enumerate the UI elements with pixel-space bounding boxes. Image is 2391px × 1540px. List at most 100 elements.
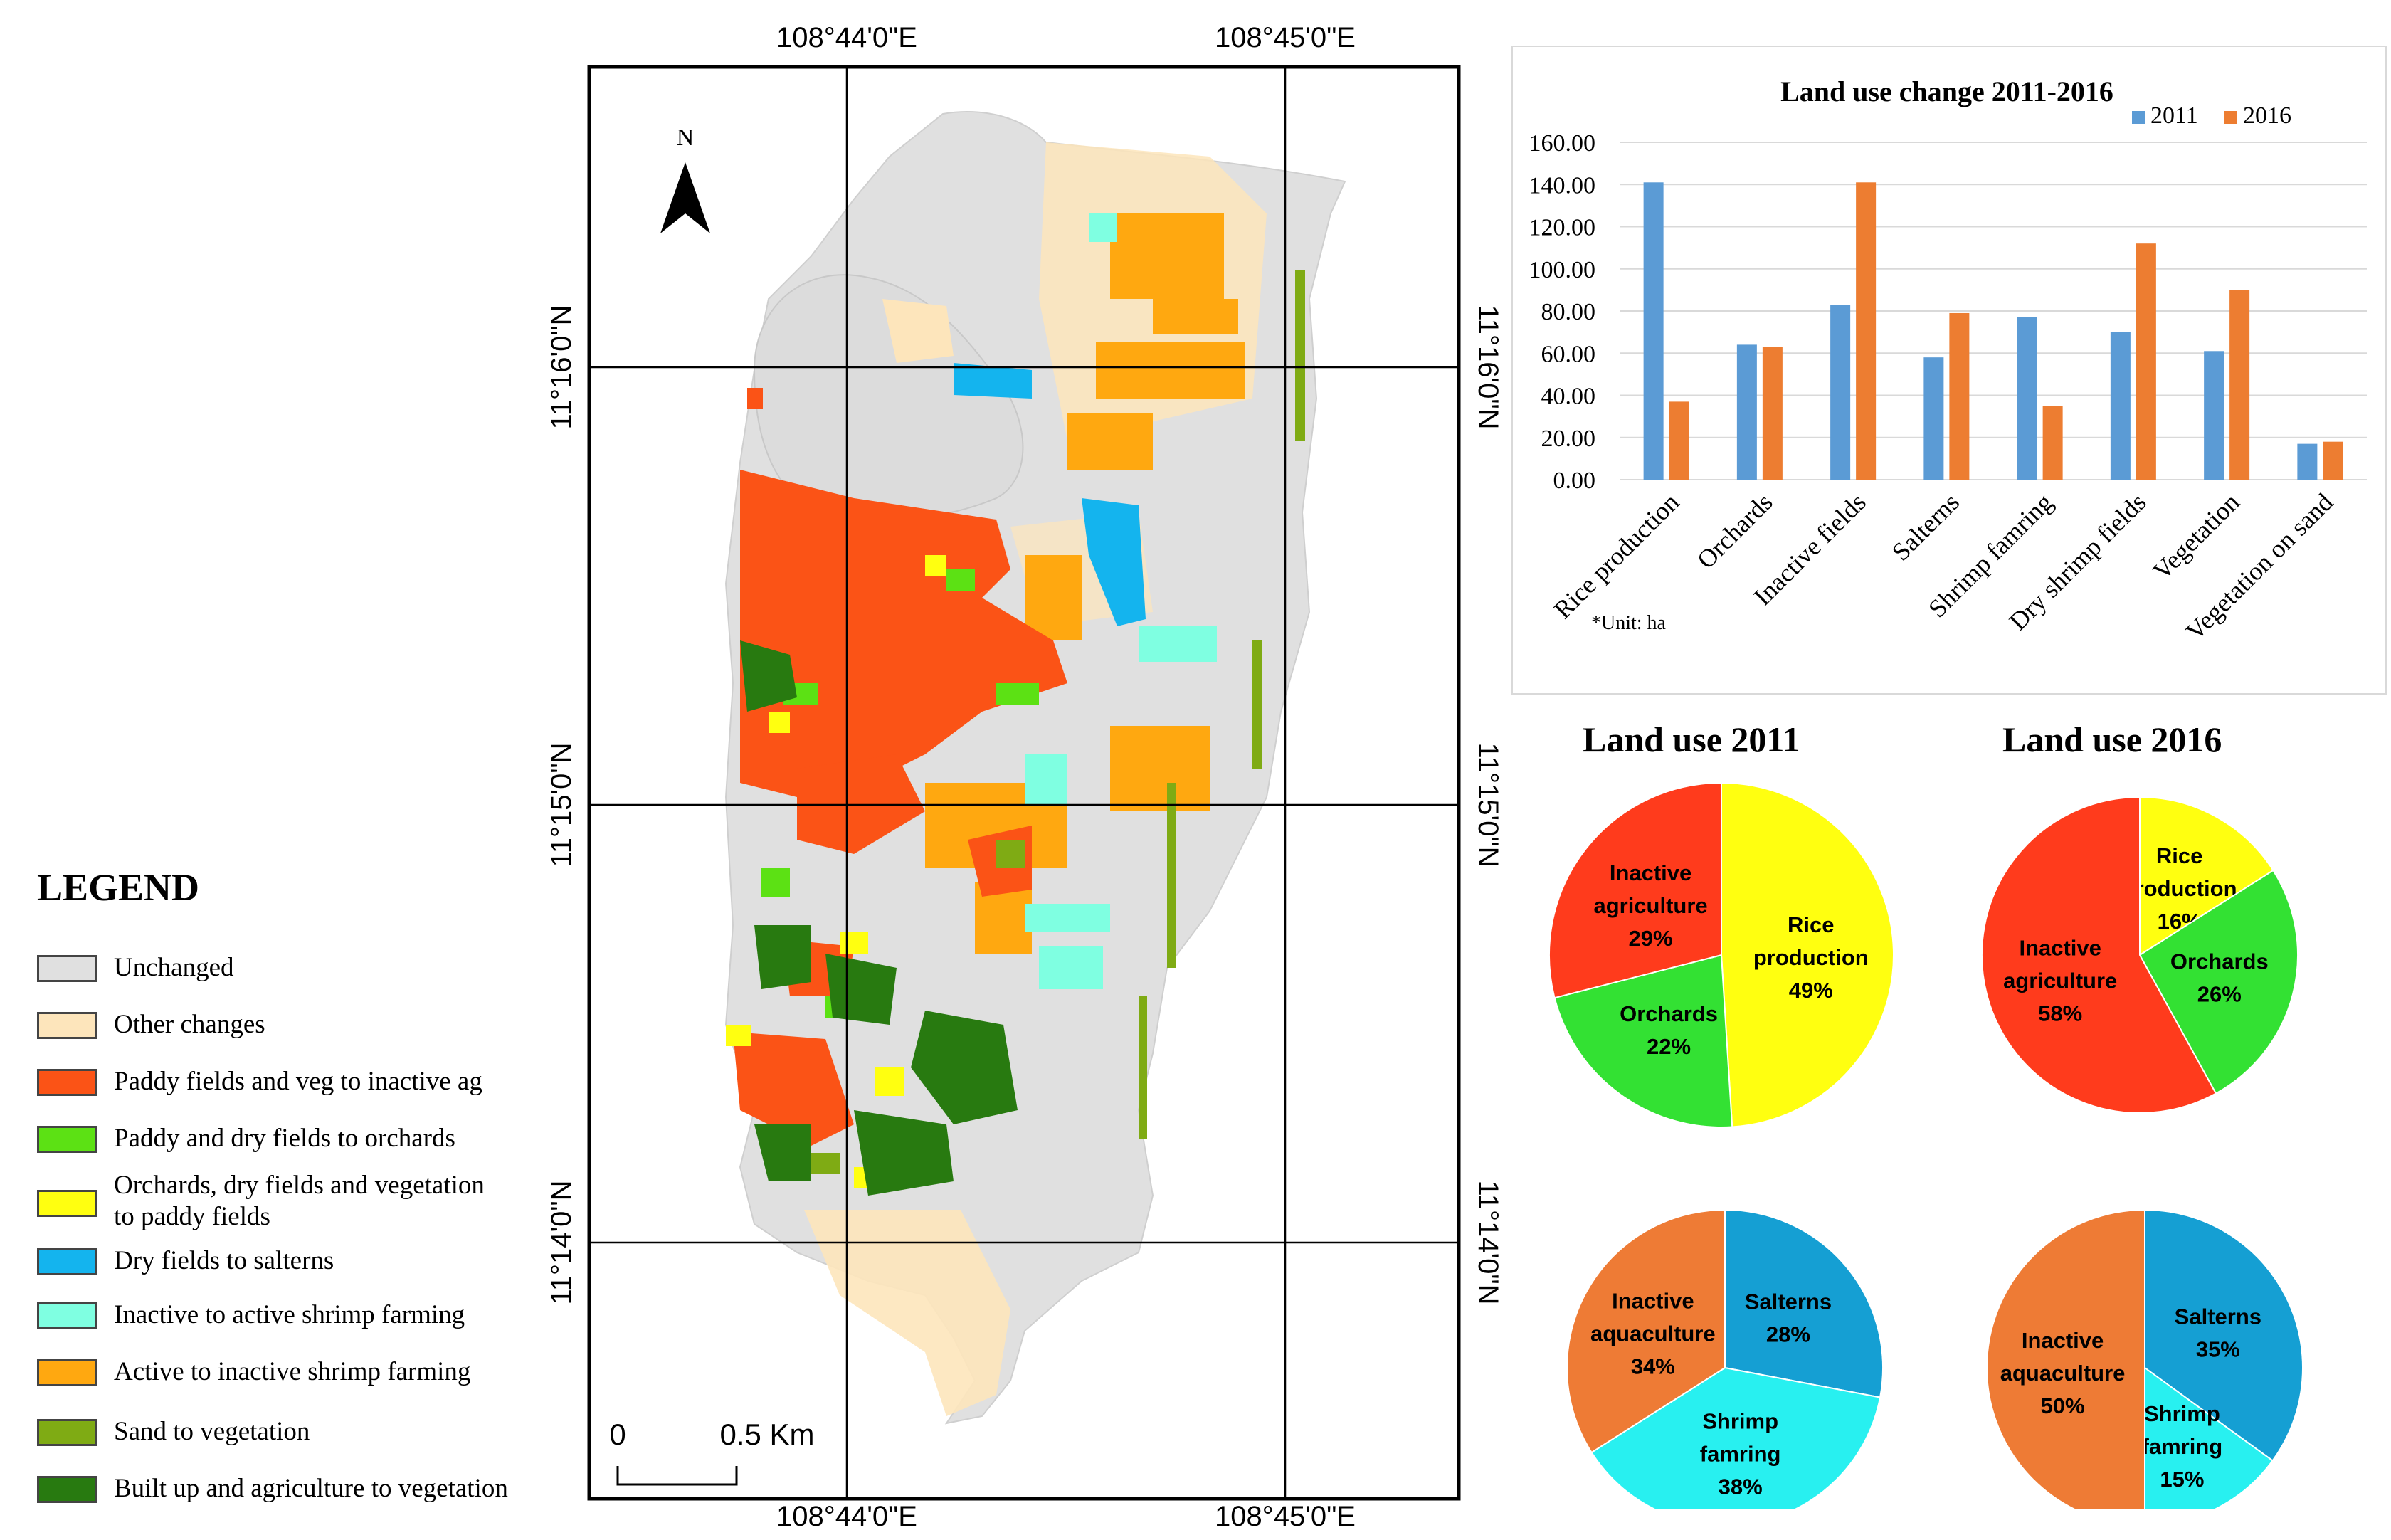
legend-label: Unchanged bbox=[114, 953, 234, 982]
lat-tick-right-2: 11°15'0"N bbox=[1472, 743, 1501, 867]
lat-tick-left-1: 11°16'0"N bbox=[546, 305, 577, 430]
legend-item: Paddy and dry fields to orchards bbox=[37, 1124, 578, 1176]
pie-title-2011: Land use 2011 bbox=[1583, 719, 1800, 759]
y-tick-label: 0.00 bbox=[1553, 468, 1596, 494]
legend-item: Other changes bbox=[37, 1010, 578, 1062]
pie-slice-rice-production bbox=[2139, 796, 2274, 956]
lat-tick-left-3: 11°14'0"N bbox=[546, 1181, 577, 1305]
pie-slice-inactive-aquaculture bbox=[1566, 1208, 1726, 1454]
bar-2011-orchards bbox=[1736, 344, 1757, 480]
north-label: N bbox=[677, 125, 695, 151]
pie-slice-label: Salterns 35% bbox=[2175, 1304, 2261, 1362]
legend-swatch bbox=[37, 1419, 97, 1446]
pie-slice-label: Rice production 49% bbox=[1753, 912, 1869, 1003]
legend-item: Inactive to active shrimp farming bbox=[37, 1300, 578, 1352]
pie-slice-label: Inactive aquaculture 50% bbox=[2000, 1328, 2126, 1418]
bar-2016-dry-shrimp-fields bbox=[2136, 243, 2156, 480]
legend-item: Paddy fields and veg to inactive ag bbox=[37, 1067, 578, 1119]
bar-2011-vegetation-on-sand bbox=[2297, 443, 2318, 480]
pie-slice-label: Inactive aquaculture 34% bbox=[1590, 1288, 1716, 1378]
inactive-shrimp-patches bbox=[925, 213, 1245, 954]
lon-tick-bottom-1: 108°44'0"E bbox=[776, 1501, 917, 1532]
scale-bar-start: 0 bbox=[609, 1418, 626, 1451]
legend-swatch bbox=[37, 1248, 97, 1275]
legend-label: Built up and agriculture to vegetation bbox=[114, 1474, 508, 1503]
pie-slice-orchards bbox=[1553, 954, 1733, 1128]
active-shrimp-patches bbox=[1025, 213, 1217, 989]
legend-label: Paddy fields and veg to inactive ag bbox=[114, 1067, 482, 1096]
sand-vegetation-patches bbox=[811, 270, 1305, 1174]
lat-tick-left-2: 11°15'0"N bbox=[546, 743, 577, 867]
pie-slice-salterns bbox=[1724, 1208, 1884, 1398]
pie-slice-inactive-aquaculture bbox=[1986, 1208, 2145, 1527]
scale-bar: 0 0.5 Km bbox=[609, 1418, 815, 1486]
bar-2011-vegetation bbox=[2204, 351, 2224, 480]
legend-label: Dry fields to salterns bbox=[114, 1246, 334, 1275]
north-arrow-icon: N bbox=[660, 125, 710, 233]
pie-slice-label: Shrimp famring 38% bbox=[1700, 1408, 1781, 1499]
legend-swatch bbox=[37, 1012, 97, 1039]
y-tick-label: 60.00 bbox=[1541, 341, 1596, 367]
legend-label: Orchards, dry fields and vegetation to p… bbox=[114, 1171, 485, 1231]
pie-chart-3: Salterns 28% Shrimp famring 38% Inactive aquac… bbox=[1566, 1208, 1884, 1526]
pie-slice-label: Orchards 22% bbox=[1620, 1001, 1718, 1059]
lat-tick-right-1: 11°16'0"N bbox=[1472, 305, 1501, 430]
bar-2011-rice-production bbox=[1643, 182, 1664, 480]
pie-slice-salterns bbox=[2144, 1208, 2303, 1462]
inactive-ag-patches bbox=[733, 388, 1067, 1146]
pie-slice-label: Shrimp famring 15% bbox=[2142, 1401, 2223, 1492]
pie-chart-4: Salterns 35% Shrimp famring 15%Inactive aquac… bbox=[1986, 1208, 2303, 1527]
bar-2016-vegetation bbox=[2229, 290, 2250, 480]
bar-2016-rice-production bbox=[1669, 401, 1689, 480]
legend-swatch bbox=[37, 1126, 97, 1153]
bar-2016-inactive-fields bbox=[1856, 182, 1877, 480]
bar-2016-salterns bbox=[1949, 312, 1970, 480]
pie-slice-label: Inactive agriculture 58% bbox=[2003, 936, 2117, 1026]
pie-slice-label: Orchards 26% bbox=[2170, 949, 2269, 1007]
pie-chart-1: Rice production 49% Orchards 22% Inactive agri… bbox=[1548, 781, 1894, 1128]
legend-item: Dry fields to salterns bbox=[37, 1246, 578, 1298]
y-tick-label: 100.00 bbox=[1529, 257, 1596, 283]
y-tick-label: 160.00 bbox=[1529, 130, 1596, 157]
legend-title: LEGEND bbox=[37, 866, 200, 909]
legend-label: Sand to vegetation bbox=[114, 1417, 310, 1446]
legend-swatch bbox=[37, 1190, 97, 1217]
bar-chart: Land use change 2011-2016 0.00 20.00 40.00 6… bbox=[1529, 75, 2367, 645]
legend-label: Other changes bbox=[114, 1010, 265, 1039]
land-use-change-map: 108°44'0"E 108°45'0"E 108°44'0"E 108°45'… bbox=[546, 22, 1501, 1532]
legend-item: Orchards, dry fields and vegetation to p… bbox=[37, 1171, 578, 1231]
bar-2016-shrimp-famring bbox=[2042, 406, 2063, 480]
unit-note: *Unit: ha bbox=[1591, 612, 1667, 634]
salterns-patches bbox=[954, 363, 1146, 626]
bar-chart-title: Land use change 2011-2016 bbox=[1780, 75, 2113, 107]
pie-charts: Rice production 49% Orchards 22% Inactive agri… bbox=[1548, 781, 2303, 1527]
bar-2011-shrimp-famring bbox=[2017, 317, 2037, 480]
pie-slice-label: Salterns 28% bbox=[1745, 1289, 1832, 1346]
legend-swatch bbox=[37, 1476, 97, 1503]
pie-charts-panel: Land use 2011 Land use 2016 Rice producti… bbox=[1511, 705, 2387, 1527]
legend-swatch bbox=[37, 1069, 97, 1096]
lon-tick-top-2: 108°45'0"E bbox=[1215, 22, 1356, 53]
pie-title-2016: Land use 2016 bbox=[2002, 719, 2222, 759]
legend-label-2011: 2011 bbox=[2150, 102, 2198, 129]
y-tick-label: 120.00 bbox=[1529, 215, 1596, 241]
legend-label-2016: 2016 bbox=[2243, 102, 2291, 129]
bar-chart-panel: Land use change 2011-2016 0.00 20.00 40.00 6… bbox=[1511, 46, 2387, 695]
pie-chart-2: Rice production 16% Orchards 26% Inactive agri… bbox=[1981, 796, 2298, 1114]
graticule bbox=[589, 67, 1459, 1499]
bar-2016-vegetation-on-sand bbox=[2323, 441, 2343, 480]
legend-item: Active to inactive shrimp farming bbox=[37, 1357, 578, 1409]
pie-slice-label: Inactive agriculture 29% bbox=[1593, 860, 1707, 951]
bar-2011-salterns bbox=[1923, 357, 1944, 480]
legend-swatch bbox=[37, 1359, 97, 1386]
bar-2011-inactive-fields bbox=[1830, 305, 1851, 480]
y-tick-label: 20.00 bbox=[1541, 426, 1596, 452]
legend-label: Paddy and dry fields to orchards bbox=[114, 1124, 455, 1153]
scale-bar-end: 0.5 Km bbox=[719, 1418, 814, 1451]
pie-slice-inactive-agriculture bbox=[1981, 796, 2217, 1114]
pie-slice-inactive-agriculture bbox=[1548, 781, 1722, 999]
legend-item: Unchanged bbox=[37, 953, 578, 1005]
x-tick-label: Orchards bbox=[1691, 487, 1778, 574]
legend-item: Built up and agriculture to vegetation bbox=[37, 1474, 578, 1526]
y-tick-label: 40.00 bbox=[1541, 384, 1596, 410]
